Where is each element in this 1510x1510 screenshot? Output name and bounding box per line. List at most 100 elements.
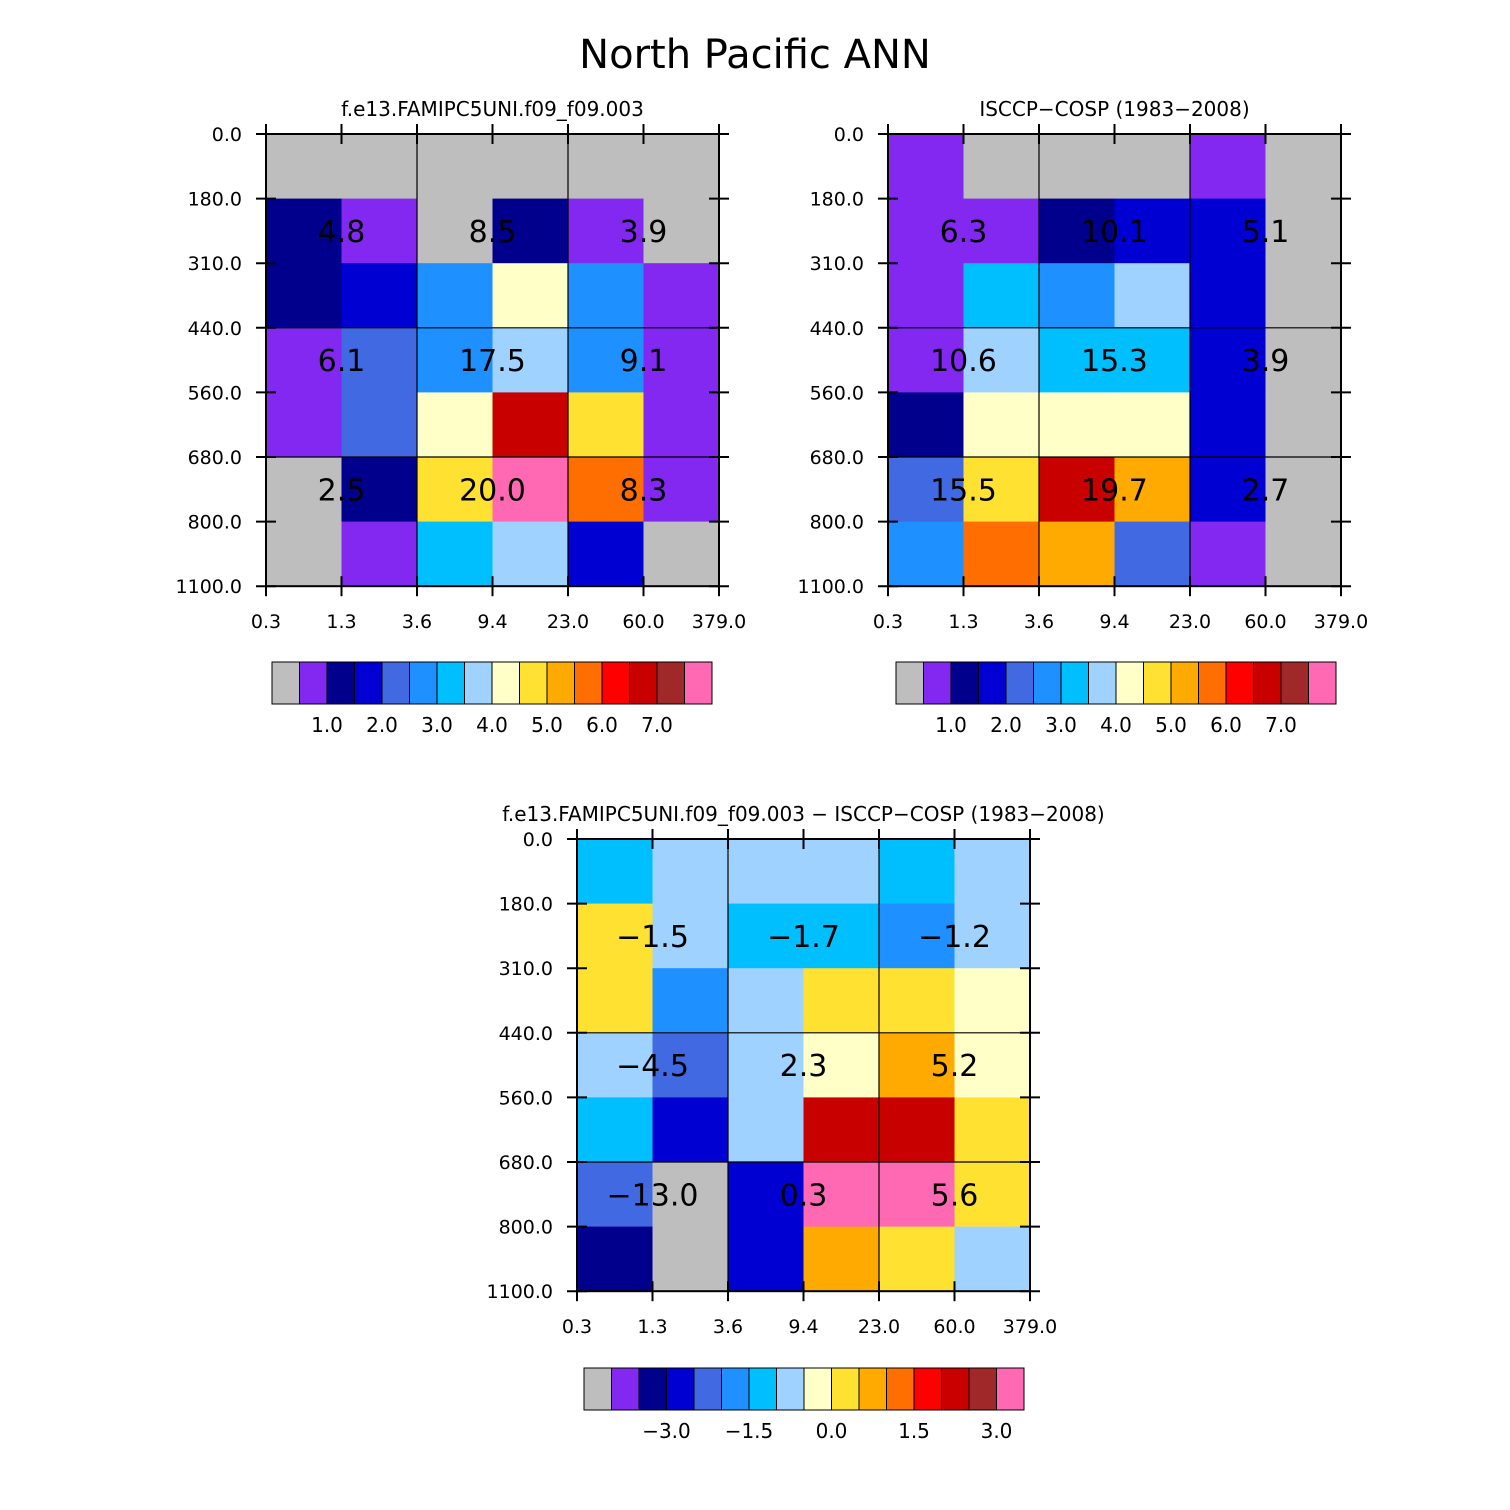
- heatmap-cell: [728, 1032, 805, 1098]
- block-value-label: 8.3: [620, 473, 668, 508]
- heatmap-cell: [728, 839, 805, 905]
- heatmap-cell: [954, 839, 1031, 905]
- heatmap-cell: [577, 903, 654, 969]
- heatmap-cell: [1039, 521, 1116, 587]
- heatmap-cell: [954, 1162, 1031, 1228]
- x-tick-label: 9.4: [1099, 611, 1129, 633]
- heatmap-cell: [728, 1097, 805, 1163]
- colorbar-swatch: [271, 661, 300, 705]
- heatmap-cell: [652, 1162, 729, 1228]
- x-tick-label: 60.0: [622, 611, 664, 633]
- heatmap-cell: [341, 392, 418, 458]
- x-tick-label: 9.4: [788, 1316, 818, 1338]
- heatmap-cell: [568, 392, 645, 458]
- heatmap-cell: [643, 198, 720, 264]
- colorbar-label: −1.5: [725, 1419, 774, 1443]
- x-tick-label: 379.0: [692, 611, 746, 633]
- heatmap-cell: [1190, 263, 1267, 329]
- heatmap-panel-2: ISCCP−COSP (1983−2008) 0.0 180.0 310.0 440.0…: [798, 97, 1369, 737]
- colorbar-label: 3.0: [421, 713, 453, 737]
- x-tick-label: 60.0: [933, 1316, 975, 1338]
- heatmap-cell: [1190, 134, 1267, 200]
- heatmap-cell: [879, 1032, 956, 1098]
- heatmap-cell: [643, 263, 720, 329]
- block-value-label: 6.1: [318, 344, 366, 379]
- heatmap-cell: [888, 263, 965, 329]
- heatmap-cell: [577, 1032, 654, 1098]
- heatmap-cell: [492, 392, 569, 458]
- x-tick-label: 3.6: [713, 1316, 743, 1338]
- y-tick-label: 800.0: [188, 512, 242, 534]
- colorbar-swatch: [666, 1367, 695, 1411]
- heatmap-cell: [803, 839, 880, 905]
- colorbar-swatch: [464, 661, 493, 705]
- heatmap-cell: [417, 392, 494, 458]
- heatmap-cell: [803, 1162, 880, 1228]
- heatmap-cell: [266, 521, 343, 587]
- block-value-label: 9.1: [620, 344, 668, 379]
- heatmap-cell: [652, 1032, 729, 1098]
- x-tick-label: 23.0: [858, 1316, 900, 1338]
- heatmap-cell: [652, 1226, 729, 1292]
- x-tick-label: 9.4: [477, 611, 507, 633]
- heatmap-cell: [879, 1162, 956, 1228]
- y-tick-label: 310.0: [188, 253, 242, 275]
- colorbar-swatch: [684, 661, 713, 705]
- heatmap-cell: [728, 903, 805, 969]
- y-tick-label: 0.0: [834, 124, 864, 146]
- colorbar-label: 3.0: [981, 1419, 1013, 1443]
- colorbar-swatch: [354, 661, 383, 705]
- heatmap-panel-3: f.e13.FAMIPC5UNI.f09_f09.003 − ISCCP−COS…: [487, 802, 1105, 1443]
- heatmap-cell: [963, 198, 1040, 264]
- heatmap-cell: [803, 1226, 880, 1292]
- y-tick-label: 680.0: [810, 447, 864, 469]
- block-value-label: 10.6: [930, 344, 997, 379]
- y-tick-label: 560.0: [810, 382, 864, 404]
- heatmap-cell: [643, 457, 720, 523]
- heatmap-cell: [417, 327, 494, 393]
- panel-title: f.e13.FAMIPC5UNI.f09_f09.003 − ISCCP−COS…: [502, 802, 1104, 826]
- heatmap-cell: [643, 392, 720, 458]
- block-value-label: 2.7: [1242, 473, 1290, 508]
- heatmap-cell: [1039, 263, 1116, 329]
- block-value-label: −1.7: [767, 920, 840, 955]
- block-value-label: 3.9: [1242, 344, 1290, 379]
- heatmap-cell: [1114, 198, 1191, 264]
- colorbar-swatch: [831, 1367, 860, 1411]
- heatmap-cell: [341, 521, 418, 587]
- block-value-label: 5.2: [931, 1049, 979, 1084]
- colorbar-swatch: [1225, 661, 1254, 705]
- heatmap-cell: [266, 392, 343, 458]
- y-tick-label: 560.0: [499, 1087, 553, 1109]
- heatmap-cell: [417, 134, 494, 200]
- panels: f.e13.FAMIPC5UNI.f09_f09.003 0.0 180.0 310.…: [176, 97, 1369, 1443]
- heatmap-cell: [492, 457, 569, 523]
- block-value-label: 2.5: [318, 473, 366, 508]
- colorbar-swatch: [326, 661, 355, 705]
- heatmap-cell: [492, 327, 569, 393]
- colorbar-label: 2.0: [990, 713, 1022, 737]
- colorbar-swatch: [519, 661, 548, 705]
- colorbar-swatch: [748, 1367, 777, 1411]
- heatmap-cell: [1265, 327, 1342, 393]
- colorbar-swatch: [858, 1367, 887, 1411]
- block-value-label: 2.3: [780, 1049, 828, 1084]
- heatmap-cell: [963, 392, 1040, 458]
- colorbar-swatch: [913, 1367, 942, 1411]
- heatmap-cell: [643, 134, 720, 200]
- block-value-label: 5.1: [1242, 215, 1290, 250]
- heatmap-cell: [1190, 198, 1267, 264]
- colorbar-swatch: [886, 1367, 915, 1411]
- heatmap-cell: [728, 1162, 805, 1228]
- colorbar-swatch: [436, 661, 465, 705]
- block-value-label: −1.2: [918, 920, 991, 955]
- heatmap-cell: [577, 1226, 654, 1292]
- heatmap-cell: [492, 263, 569, 329]
- block-value-label: 15.5: [930, 473, 997, 508]
- colorbar-label: 1.5: [898, 1419, 930, 1443]
- colorbar-swatch: [996, 1367, 1025, 1411]
- block-value-label: 8.5: [469, 215, 517, 250]
- heatmap-cell: [1190, 457, 1267, 523]
- heatmap-cell: [888, 327, 965, 393]
